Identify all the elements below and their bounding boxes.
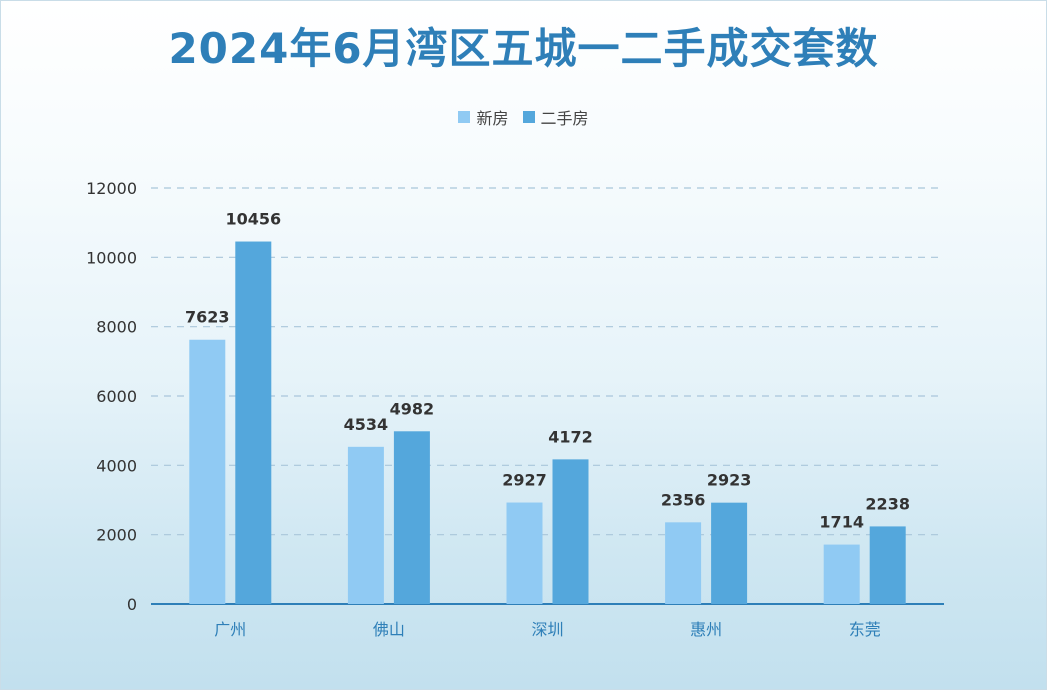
x-category-label: 广州	[214, 620, 246, 639]
bar-resale	[552, 459, 589, 604]
y-tick-label: 8000	[96, 318, 137, 337]
data-label: 1714	[819, 513, 864, 532]
x-category-label: 东莞	[849, 620, 881, 639]
y-tick-label: 10000	[86, 248, 137, 267]
bar-new	[506, 502, 543, 604]
legend-item-new: 新房	[458, 105, 509, 129]
legend: 新房 二手房	[1, 105, 1046, 129]
x-category-label: 佛山	[373, 620, 405, 639]
bar-resale	[711, 502, 748, 604]
bar-resale	[393, 431, 430, 604]
data-label: 7623	[185, 308, 230, 327]
data-label: 2238	[865, 494, 910, 513]
data-label: 10456	[225, 210, 281, 229]
chart-title: 2024年6月湾区五城一二手成交套数	[168, 24, 879, 73]
legend-item-resale: 二手房	[522, 105, 589, 129]
legend-swatch-new	[458, 111, 471, 123]
bar-new	[189, 339, 226, 604]
legend-swatch-resale	[522, 111, 535, 123]
y-tick-label: 4000	[96, 456, 137, 475]
bar-resale	[235, 241, 272, 604]
legend-label-new: 新房	[476, 109, 509, 128]
bar-new	[665, 522, 702, 604]
data-label: 2923	[707, 471, 752, 490]
bar-new	[347, 446, 384, 604]
x-category-label: 深圳	[531, 620, 563, 639]
x-category-label: 惠州	[690, 620, 722, 639]
legend-label-resale: 二手房	[540, 109, 589, 128]
bar-resale	[869, 526, 906, 604]
y-tick-label: 0	[127, 595, 137, 614]
data-label: 4534	[344, 415, 389, 434]
data-label: 4982	[390, 399, 435, 418]
data-label: 2356	[661, 490, 706, 509]
data-label: 4172	[548, 427, 593, 446]
data-label: 2927	[502, 471, 547, 490]
y-tick-label: 6000	[96, 387, 137, 406]
bar-new	[823, 544, 860, 604]
y-tick-label: 12000	[86, 179, 137, 198]
y-tick-label: 2000	[96, 526, 137, 545]
